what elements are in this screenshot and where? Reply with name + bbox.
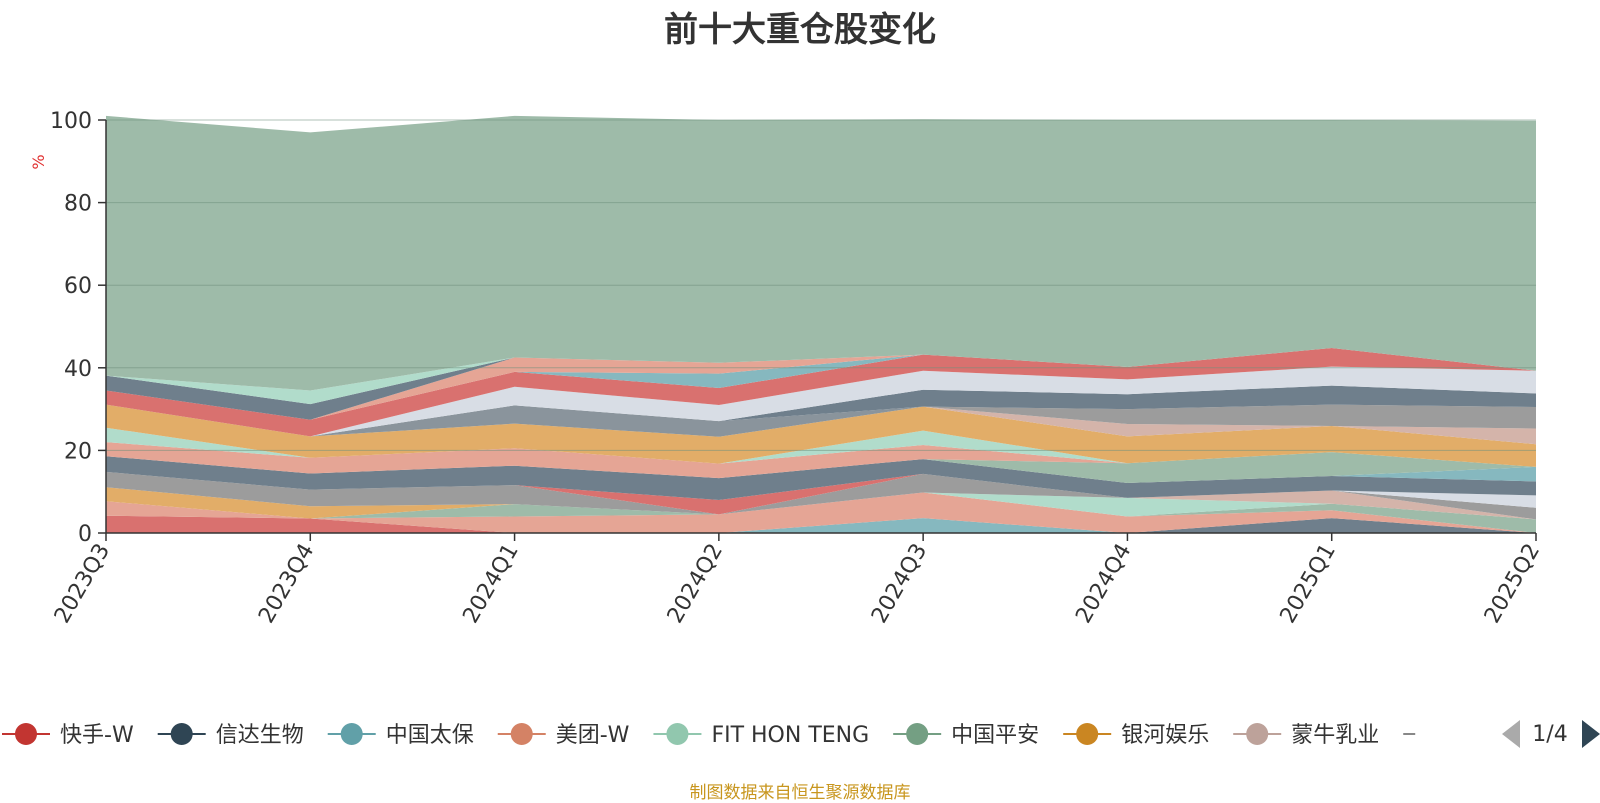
legend-label: FIT HON TENG [711,723,869,748]
area-series-28 [106,115,1536,391]
legend-item-3[interactable]: 美团-W [497,723,630,748]
area-series-5 [106,492,1536,533]
area-series-25 [106,348,1536,420]
legend-prev-icon[interactable] [1502,720,1520,748]
legend: 快手-W 信达生物 中国太保 美团-W FIT HON TENG 中国平安 银河娱乐 蒙牛乳业 [2,723,1416,748]
grid-layer [106,119,1536,451]
legend-next-icon[interactable] [1582,720,1600,748]
x-tick-label-1: 2023Q4 [254,540,319,628]
legend-marker-icon [1076,723,1099,745]
area-series-19 [106,404,1536,437]
y-axis-unit-label: % [29,154,48,169]
legend-page-indicator: 1/4 [1532,722,1567,747]
area-series-15 [106,442,1536,479]
x-tick-label-7: 2025Q2 [1480,540,1545,628]
area-series-3 [106,515,1536,533]
legend-label: 信达生物 [216,723,304,748]
legend-item-0[interactable]: 快手-W [2,723,134,748]
x-tick-label-4: 2024Q3 [867,540,932,628]
x-tick-label-0: 2023Q3 [50,540,115,628]
legend-label: 银河娱乐 [1121,723,1209,748]
legend-item-1[interactable]: 信达生物 [157,723,304,748]
legend-marker-icon [906,723,929,745]
legend-marker-icon [340,723,363,745]
y-tick-label-1: 20 [64,439,92,464]
area-layer [106,115,1536,533]
x-tick-label-2: 2024Q1 [458,540,523,628]
legend-item-4[interactable]: FIT HON TENG [653,723,869,748]
area-series-10 [106,471,1536,515]
area-series-1 [106,515,1536,533]
legend-pager: 1/4 [1502,720,1600,748]
y-tick-label-4: 80 [64,192,92,217]
data-source-note: 制图数据来自恒生聚源数据库 [689,783,911,803]
y-tick-label-3: 60 [64,274,92,299]
legend-marker-icon [666,723,689,745]
area-series-20 [106,404,1536,437]
area-series-14 [106,452,1536,483]
x-tick-label-3: 2024Q2 [663,540,728,628]
legend-item-5[interactable]: 中国平安 [893,723,1039,748]
legend-marker-icon [170,723,193,745]
area-series-16 [106,427,1536,467]
legend-label: 快手-W [60,723,134,748]
area-series-23 [106,348,1536,437]
area-series-22 [106,366,1536,437]
legend-label: 中国平安 [951,723,1039,748]
area-series-17 [106,404,1536,467]
x-tick-label-6: 2025Q1 [1276,540,1341,628]
area-series-2 [106,515,1536,533]
area-series-9 [106,471,1536,520]
legend-item-6[interactable]: 银河娱乐 [1063,723,1209,748]
y-tick-label-0: 0 [78,522,92,547]
area-series-21 [106,385,1536,437]
legend-item-2[interactable]: 中国太保 [327,723,474,748]
legend-label: 美团-W [556,723,630,748]
area-series-7 [106,487,1536,520]
x-tick-label-5: 2024Q4 [1071,540,1136,628]
legend-label: 中国太保 [386,723,474,748]
y-tick-label-5: 100 [50,109,92,134]
chart-title: 前十大重仓股变化 [664,10,936,50]
y-tick-label-2: 40 [64,357,92,382]
legend-item-7[interactable]: 蒙牛乳业 [1233,723,1379,748]
legend-marker-icon [510,723,533,745]
area-series-12 [106,456,1536,500]
area-series-4 [106,492,1536,533]
legend-marker-icon [1246,723,1269,745]
legend-label: 蒙牛乳业 [1291,723,1379,748]
legend-marker-icon [15,723,37,745]
